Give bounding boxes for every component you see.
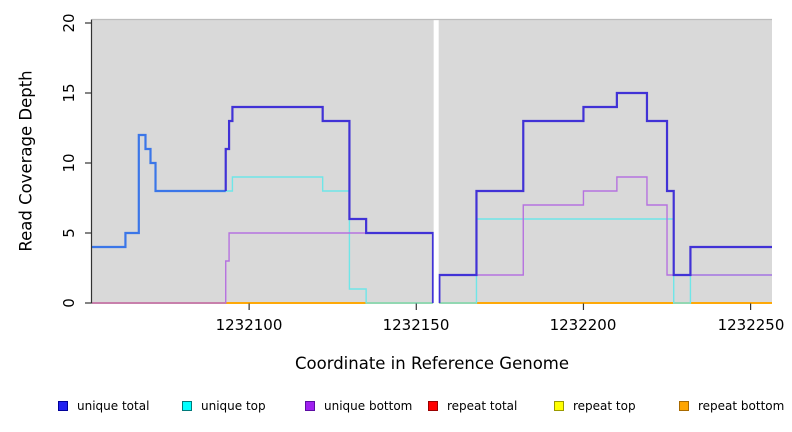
series-unique-total-line <box>92 133 226 249</box>
y-axis-title: Read Coverage Depth <box>16 70 36 252</box>
x-axis-title: Coordinate in Reference Genome <box>294 354 570 373</box>
legend-label-repeat-top: repeat top <box>573 399 636 413</box>
y-tick-label-5: 5 <box>60 228 78 238</box>
x-tick-label-1232200: 1232200 <box>549 316 617 334</box>
legend-label-unique-total: unique total <box>77 399 150 413</box>
legend-item-unique-top: unique top <box>182 400 266 412</box>
legend-swatch-repeat-top <box>554 401 564 411</box>
legend-label-unique-bottom: unique bottom <box>324 399 413 413</box>
y-tick-label-20: 20 <box>60 13 78 33</box>
legend-swatch-repeat-bottom <box>679 401 689 411</box>
y-tick-label-0: 0 <box>60 298 78 308</box>
series-unique-total-line <box>224 105 435 303</box>
legend-item-repeat-top: repeat top <box>554 400 636 412</box>
legend-item-repeat-bottom: repeat bottom <box>679 400 784 412</box>
legend-label-repeat-total: repeat total <box>447 399 518 413</box>
legend-swatch-unique-bottom <box>305 401 315 411</box>
legend-label-repeat-bottom: repeat bottom <box>698 399 785 413</box>
legend-swatch-unique-total <box>58 401 68 411</box>
series-unique-bottom-line <box>438 176 772 303</box>
legend-label-unique-top: unique top <box>201 399 266 413</box>
x-tick-label-1232150: 1232150 <box>382 316 450 334</box>
legend-item-unique-total: unique total <box>58 400 149 412</box>
series-unique-total-line <box>438 91 772 303</box>
x-tick-label-1232100: 1232100 <box>215 316 283 334</box>
legend-item-repeat-total: repeat total <box>428 400 517 412</box>
legend-swatch-unique-top <box>182 401 192 411</box>
y-tick-label-10: 10 <box>60 153 78 173</box>
legend-item-unique-bottom: unique bottom <box>305 400 412 412</box>
no-data-gap <box>433 19 439 304</box>
legend-swatch-repeat-total <box>428 401 438 411</box>
y-tick-label-15: 15 <box>60 83 78 103</box>
x-tick-label-1232250: 1232250 <box>717 316 785 334</box>
